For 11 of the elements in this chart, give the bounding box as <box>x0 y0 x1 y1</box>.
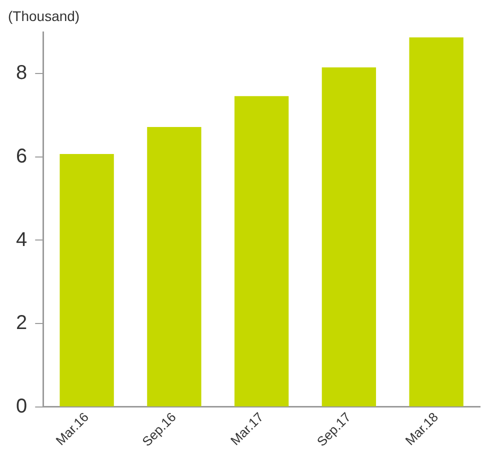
bar <box>60 154 114 406</box>
y-axis-title: (Thousand) <box>8 8 80 24</box>
bar <box>234 96 289 406</box>
y-tick-label: 4 <box>16 228 28 251</box>
y-tick-label: 6 <box>16 145 28 168</box>
y-tick-label: 8 <box>16 62 28 84</box>
bar <box>147 126 202 406</box>
y-tick-label: 2 <box>16 312 28 334</box>
bar <box>409 37 464 406</box>
bar <box>322 67 376 406</box>
y-tick-label: 0 <box>16 395 28 418</box>
